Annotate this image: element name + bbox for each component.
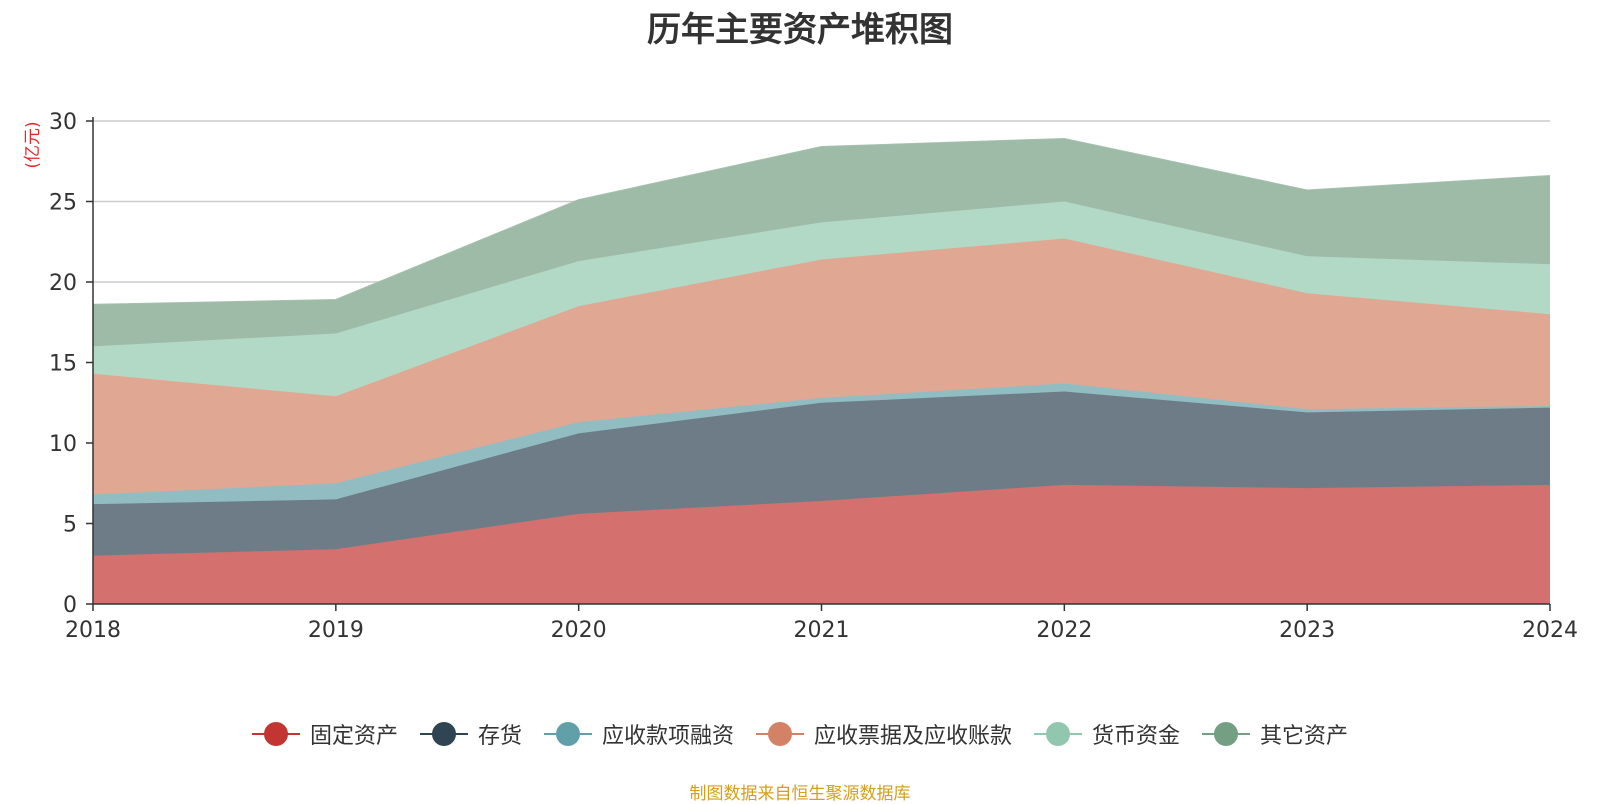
legend-marker-icon xyxy=(756,721,804,747)
axes: 0 5 10 15 20 25 30 2018 2019 2020 2021 2022 2023 2024 xyxy=(49,110,1578,643)
legend-item[interactable]: 应收票据及应收账款 xyxy=(756,718,1012,750)
y-tick-label: 10 xyxy=(49,432,77,457)
legend-dot xyxy=(1046,722,1071,746)
legend-label: 货币资金 xyxy=(1092,724,1181,749)
y-tick-label: 20 xyxy=(49,271,77,296)
legend-marker-icon xyxy=(1202,721,1251,747)
area-4 xyxy=(93,238,1550,495)
legend-item[interactable]: 存货 xyxy=(419,718,522,750)
legend-marker-icon xyxy=(251,721,300,747)
x-tick-label: 2020 xyxy=(551,618,607,643)
y-unit-label: (亿元) xyxy=(23,121,43,168)
legend-dot xyxy=(1214,722,1239,746)
legend-item[interactable]: 其它资产 xyxy=(1202,718,1348,750)
area-1 xyxy=(93,484,1550,604)
y-tick-label: 15 xyxy=(49,352,77,377)
y-tick-label: 5 xyxy=(63,513,77,538)
legend-label: 应收票据及应收账款 xyxy=(814,724,1013,749)
y-tick-label: 25 xyxy=(49,191,77,216)
legend-label: 存货 xyxy=(477,724,522,749)
area-series xyxy=(92,137,1551,604)
legend-item[interactable]: 应收款项融资 xyxy=(543,718,734,750)
area-5 xyxy=(93,201,1550,397)
legend-dot xyxy=(431,722,456,746)
legend-dot xyxy=(768,722,792,746)
area-2 xyxy=(93,391,1550,556)
legend-marker-icon xyxy=(419,721,468,747)
legend-marker-icon xyxy=(543,721,592,747)
x-tick-label: 2018 xyxy=(65,618,121,643)
legend: 固定资产 存货 应收款项融资 应收票据及应收账款 货币资金 其它资产 xyxy=(0,718,1600,750)
y-tick-label: 30 xyxy=(49,110,77,135)
legend-dot xyxy=(555,722,580,746)
y-tick-label: 0 xyxy=(63,593,77,618)
x-tick-label: 2024 xyxy=(1522,618,1578,643)
area-6 xyxy=(93,138,1550,347)
x-tick-label: 2019 xyxy=(308,618,364,643)
x-tick-label: 2021 xyxy=(794,618,850,643)
chart-title: 历年主要资产堆积图 xyxy=(647,10,953,50)
legend-marker-icon xyxy=(1034,721,1083,747)
x-tick-label: 2022 xyxy=(1036,618,1092,643)
x-tick-label: 2023 xyxy=(1279,618,1335,643)
legend-label: 应收款项融资 xyxy=(601,724,734,749)
legend-label: 其它资产 xyxy=(1260,724,1349,749)
source-note: 制图数据来自恒生聚源数据库 xyxy=(689,784,911,804)
area-edge-6 xyxy=(92,137,1551,306)
legend-label: 固定资产 xyxy=(309,724,398,749)
area-3 xyxy=(93,383,1550,505)
legend-item[interactable]: 固定资产 xyxy=(251,718,398,750)
legend-dot xyxy=(263,722,288,746)
legend-item[interactable]: 货币资金 xyxy=(1034,718,1180,750)
